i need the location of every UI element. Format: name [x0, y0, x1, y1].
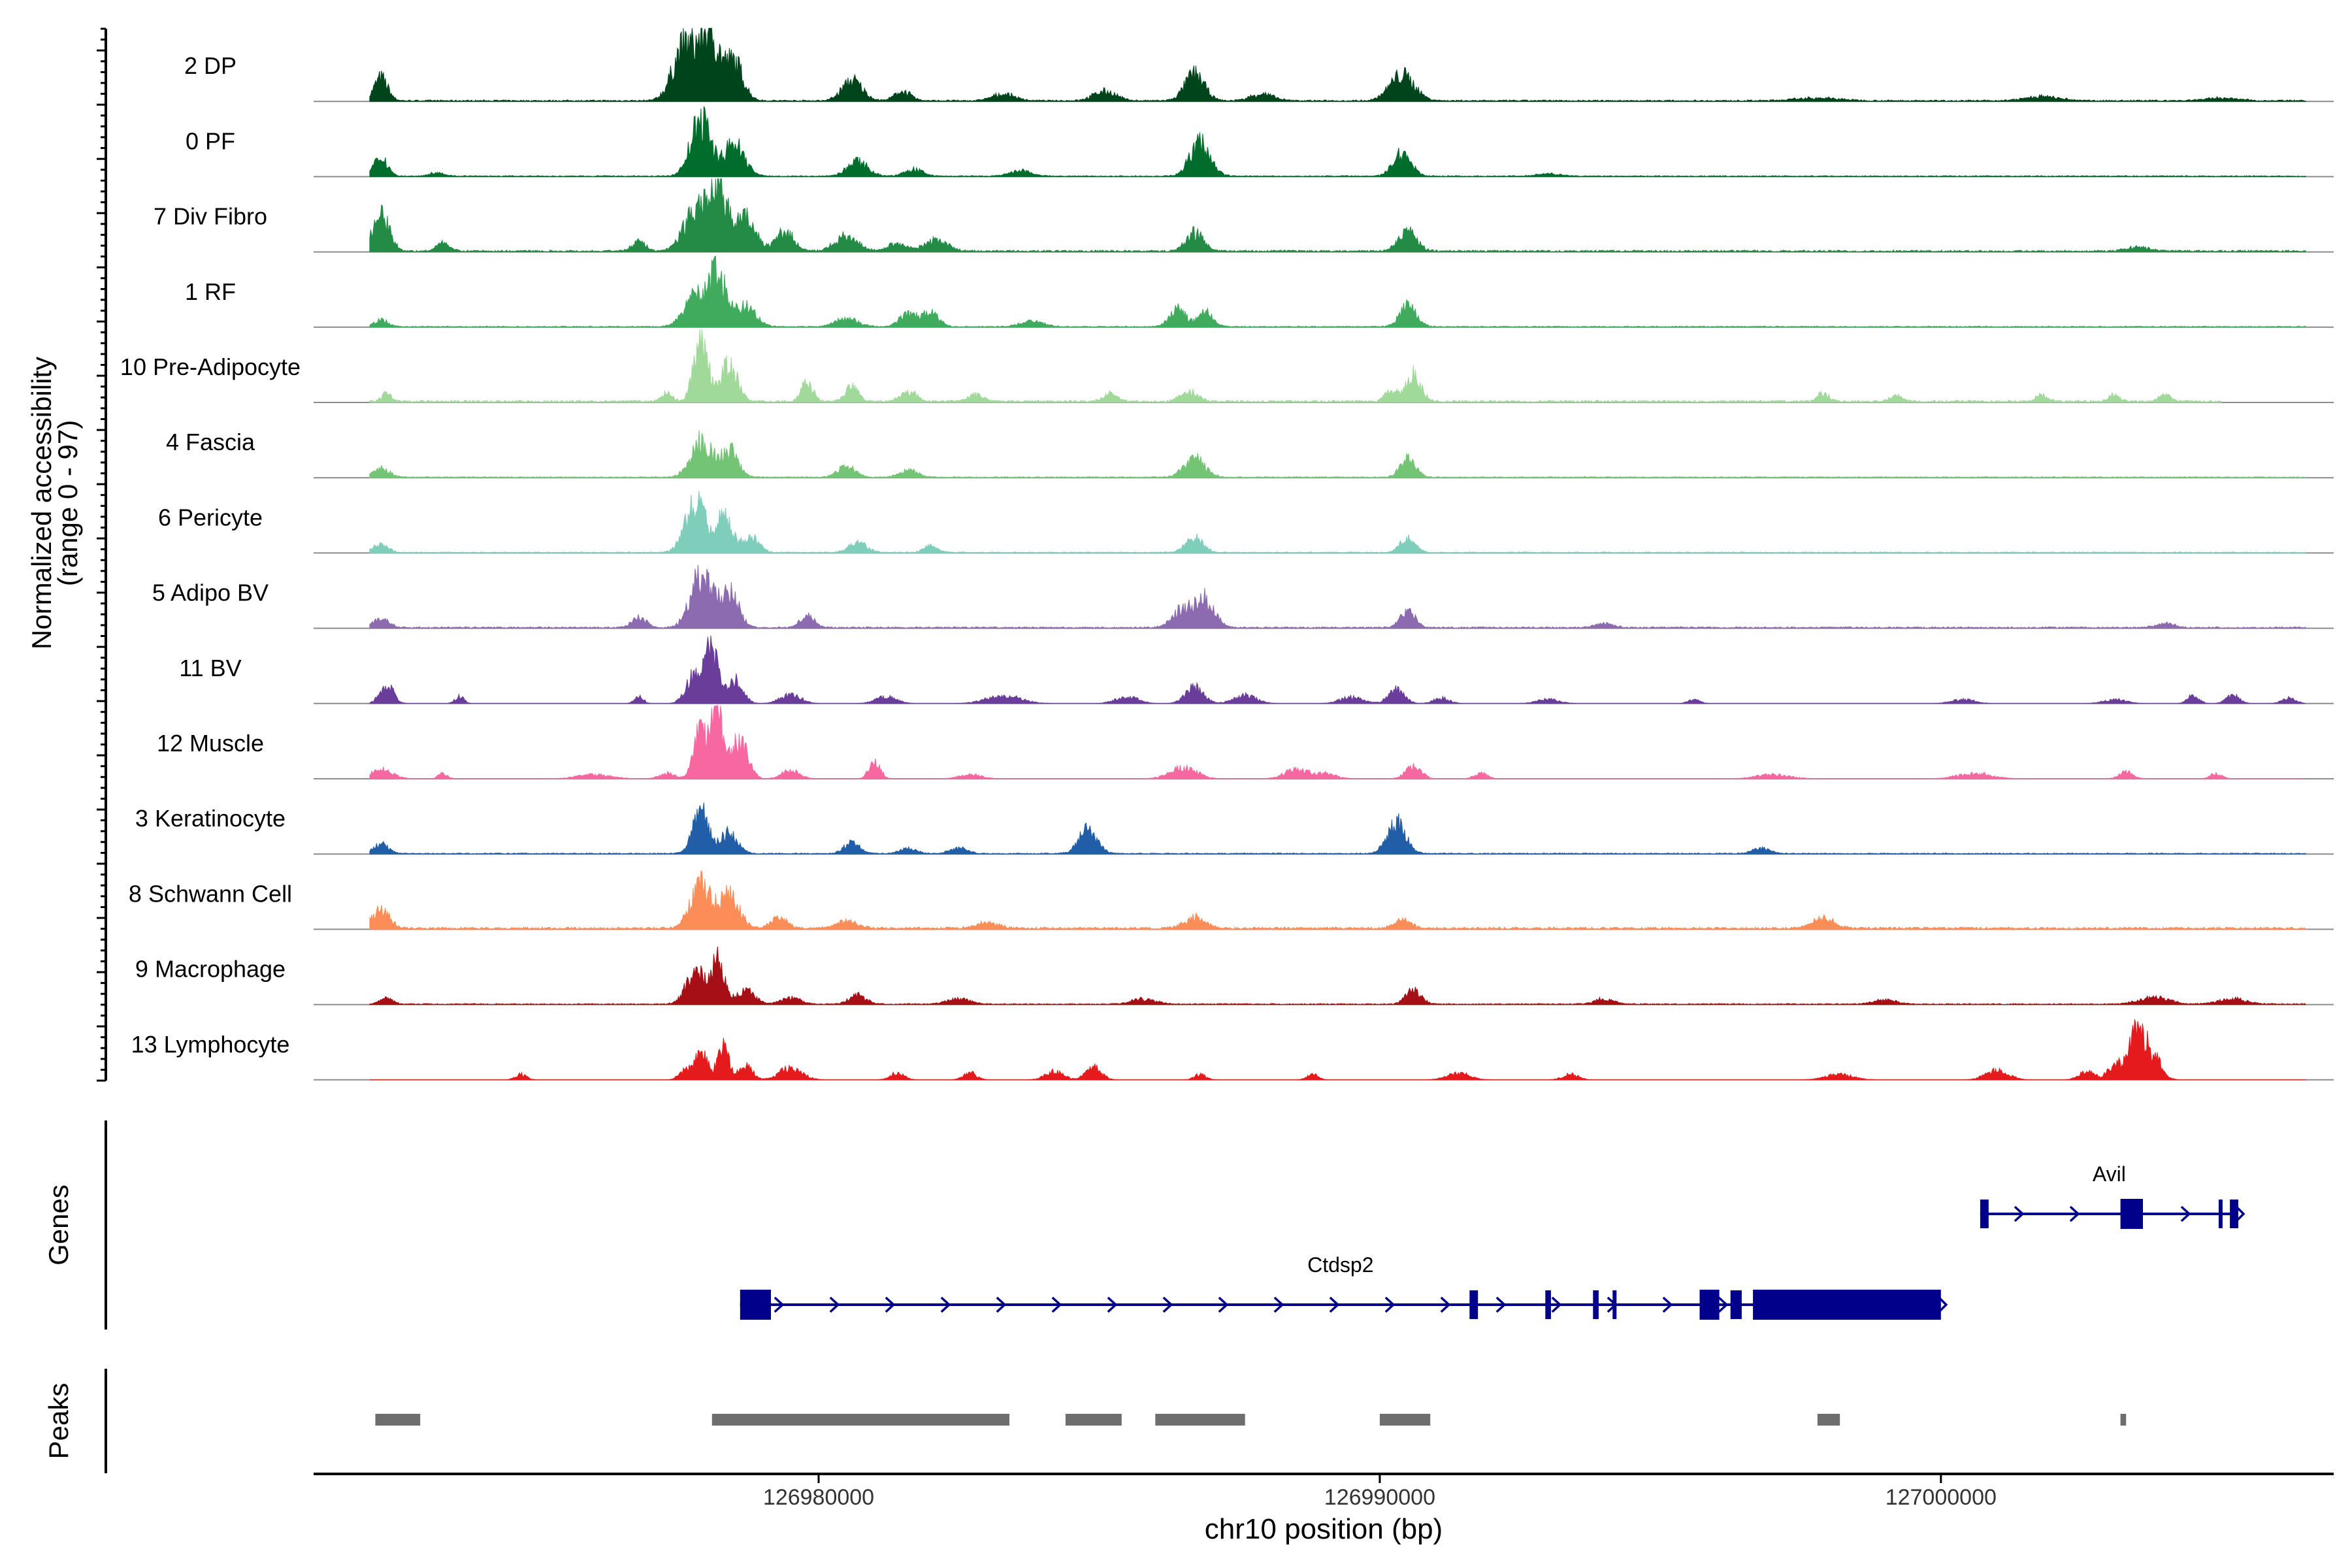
gene-avil: Avil [1980, 1162, 2246, 1229]
coverage-area [369, 255, 2306, 328]
gene-label: Ctdsp2 [1307, 1253, 1373, 1277]
exon [2120, 1199, 2143, 1229]
exon [1593, 1290, 1599, 1319]
strand-arrow [1495, 1296, 1507, 1313]
coverage-area [369, 430, 2306, 478]
coverage-tracks: 2 DP 0 PF 7 Div Fibro 1 RF 10 Pre-Adipocyte 4… [120, 27, 2334, 1081]
exon [2218, 1200, 2223, 1228]
track-label: 8 Schwann Cell [129, 880, 292, 907]
x-axis-label: chr10 position (bp) [1205, 1513, 1443, 1545]
exon [2230, 1200, 2238, 1228]
gene-label: Avil [2093, 1162, 2126, 1186]
track-2-dp: 2 DP [184, 27, 2334, 103]
peaks-track-label: Peaks [43, 1383, 74, 1460]
track-8-schwann-cell: 8 Schwann Cell [129, 870, 2334, 930]
coverage-area [369, 106, 2307, 178]
exon [1753, 1290, 1941, 1320]
x-axis: 126980000 126990000 127000000 [763, 1474, 1997, 1510]
strand-arrow [1107, 1296, 1118, 1313]
peak-region [1155, 1414, 1245, 1426]
coverage-area [369, 178, 2306, 253]
strand-arrow [1329, 1296, 1340, 1313]
track-label: 7 Div Fibro [154, 203, 267, 230]
strand-arrow [1551, 1296, 1562, 1313]
exon [1469, 1290, 1478, 1319]
strand-arrow [1218, 1296, 1229, 1313]
peak-region [2120, 1414, 2127, 1426]
genes-track-label: Genes [43, 1184, 74, 1266]
exon [1612, 1290, 1617, 1319]
strand-arrow [1662, 1296, 1673, 1313]
x-axis-tick-label: 127000000 [1886, 1485, 1997, 1510]
strand-arrow [885, 1296, 896, 1313]
track-label: 2 DP [184, 52, 237, 79]
x-axis-tick-label: 126990000 [1324, 1485, 1435, 1510]
coverage-area [369, 329, 2222, 404]
track-1-rf: 1 RF [185, 255, 2334, 328]
strand-arrow [940, 1296, 951, 1313]
peak-region [1379, 1414, 1431, 1426]
peak-region [711, 1414, 1009, 1426]
track-5-adipo-bv: 5 Adipo BV [152, 564, 2334, 629]
strand-arrow [1718, 1296, 1729, 1313]
track-label: 1 RF [185, 278, 236, 305]
y-axis [97, 27, 107, 1082]
track-label: 4 Fascia [166, 429, 255, 455]
coverage-area [369, 1019, 2306, 1081]
exon [1699, 1290, 1720, 1320]
track-13-lymphocyte: 13 Lymphocyte [131, 1019, 2334, 1081]
strand-arrow [2069, 1205, 2080, 1222]
track-10-pre-adipocyte: 10 Pre-Adipocyte [120, 329, 2334, 404]
track-label: 13 Lymphocyte [131, 1031, 290, 1058]
track-7-div-fibro: 7 Div Fibro [154, 178, 2334, 253]
coverage-area [369, 635, 2306, 704]
track-label: 5 Adipo BV [152, 580, 269, 606]
peak-region [1065, 1414, 1122, 1426]
coverage-area [369, 946, 2307, 1005]
gene-ctdsp2: Ctdsp2 [740, 1253, 1948, 1320]
track-3-keratinocyte: 3 Keratinocyte [135, 802, 2334, 855]
y-axis-label: Normalized accessibility [26, 357, 57, 649]
strand-arrow [1384, 1296, 1396, 1313]
peak-region [375, 1414, 421, 1426]
strand-arrow [1273, 1296, 1284, 1313]
y-axis-range-label: (range 0 - 97) [52, 420, 83, 586]
strand-arrow [1051, 1296, 1062, 1313]
track-6-pericyte: 6 Pericyte [158, 491, 2334, 554]
strand-arrow [1162, 1296, 1173, 1313]
exon [740, 1290, 771, 1320]
track-12-muscle: 12 Muscle [157, 704, 2334, 779]
coverage-area [369, 704, 2306, 779]
exon [1980, 1200, 1989, 1228]
exon [1545, 1290, 1551, 1319]
peak-regions [375, 1414, 2127, 1426]
track-11-bv: 11 BV [179, 635, 2334, 704]
coverage-area [369, 870, 2307, 930]
x-axis-tick-label: 126980000 [763, 1485, 874, 1510]
coverage-area [369, 27, 2307, 102]
coverage-area [369, 802, 2306, 855]
strand-arrow [829, 1296, 840, 1313]
track-9-macrophage: 9 Macrophage [135, 946, 2334, 1005]
track-label: 6 Pericyte [158, 504, 263, 531]
strand-arrow [774, 1296, 785, 1313]
track-label: 11 BV [179, 655, 241, 681]
track-label: 0 PF [186, 127, 235, 154]
exon [1730, 1290, 1742, 1319]
track-label: 10 Pre-Adipocyte [120, 353, 301, 380]
strand-arrow [996, 1296, 1007, 1313]
strand-arrow [2180, 1205, 2191, 1222]
strand-arrow [2014, 1205, 2025, 1222]
gene-annotations: Ctdsp2 Avil [740, 1162, 2246, 1320]
track-0-pf: 0 PF [186, 106, 2334, 178]
track-label: 12 Muscle [157, 730, 264, 757]
strand-arrow [1440, 1296, 1451, 1313]
peak-region [1817, 1414, 1840, 1426]
track-label: 3 Keratinocyte [135, 805, 286, 832]
track-4-fascia: 4 Fascia [166, 429, 2334, 479]
coverage-area [369, 491, 2307, 554]
track-label: 9 Macrophage [135, 956, 286, 983]
coverage-area [369, 564, 2306, 629]
